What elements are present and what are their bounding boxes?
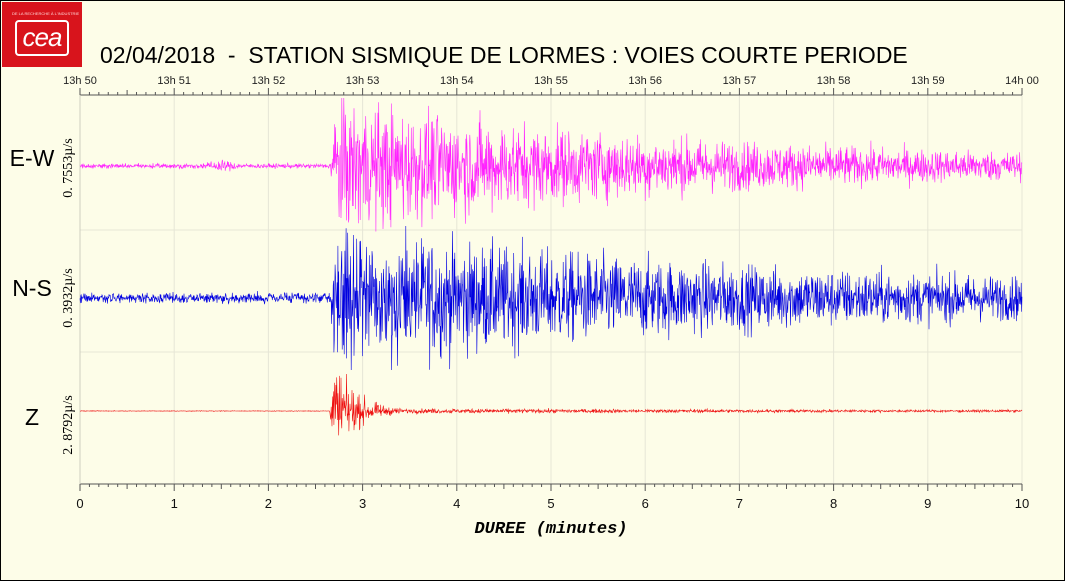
bottom-tick-label: 10 bbox=[1015, 496, 1029, 511]
bottom-tick-label: 0 bbox=[76, 496, 83, 511]
logo-tagline: DE LA RECHERCHE À L'INDUSTRIE bbox=[12, 11, 80, 16]
top-tick-label: 13h 58 bbox=[817, 75, 851, 87]
bottom-tick-label: 2 bbox=[265, 496, 272, 511]
channel-label-z: Z bbox=[25, 404, 39, 430]
trace-n-s bbox=[79, 225, 1023, 371]
top-tick-label: 14h 00 bbox=[1005, 75, 1039, 87]
bottom-tick-label: 8 bbox=[830, 496, 837, 511]
bottom-tick-label: 9 bbox=[924, 496, 931, 511]
top-tick-label: 13h 50 bbox=[63, 75, 97, 87]
top-tick-label: 13h 56 bbox=[628, 75, 662, 87]
top-tick-label: 13h 55 bbox=[534, 75, 568, 87]
top-tick-label: 13h 59 bbox=[911, 75, 945, 87]
top-tick-label: 13h 54 bbox=[440, 75, 474, 87]
bottom-tick-label: 5 bbox=[547, 496, 554, 511]
scale-label-e-w: 0. 7553µ/s bbox=[61, 138, 76, 197]
top-tick-label: 13h 51 bbox=[157, 75, 191, 87]
logo-wordmark: cea bbox=[14, 20, 70, 56]
trace-e-w bbox=[79, 97, 1023, 232]
x-axis-label: DUREE (minutes) bbox=[474, 520, 627, 539]
bottom-tick-label: 3 bbox=[359, 496, 366, 511]
top-tick-label: 13h 57 bbox=[723, 75, 757, 87]
scale-label-n-s: 0. 3932µ/s bbox=[61, 268, 76, 327]
top-tick-label: 13h 53 bbox=[346, 75, 380, 87]
bottom-tick-label: 1 bbox=[171, 496, 178, 511]
cea-logo: DE LA RECHERCHE À L'INDUSTRIE cea bbox=[2, 2, 82, 67]
bottom-tick-label: 6 bbox=[642, 496, 649, 511]
channel-label-e-w: E-W bbox=[10, 145, 55, 171]
top-tick-label: 13h 52 bbox=[252, 75, 286, 87]
channel-label-n-s: N-S bbox=[12, 275, 52, 301]
bottom-tick-label: 4 bbox=[453, 496, 460, 511]
trace-z bbox=[79, 373, 1023, 436]
scale-label-z: 2. 8792µ/s bbox=[61, 395, 76, 454]
page-title: 02/04/2018 - STATION SISMIQUE DE LORMES … bbox=[100, 42, 908, 68]
bottom-tick-label: 7 bbox=[736, 496, 743, 511]
